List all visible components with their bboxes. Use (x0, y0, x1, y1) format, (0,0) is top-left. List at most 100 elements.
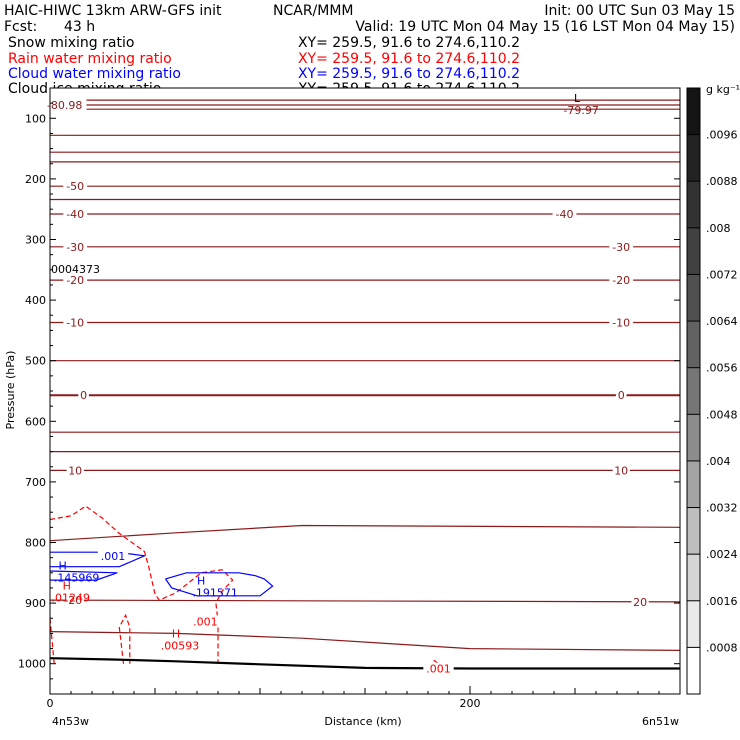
temperature-contour (49, 599, 681, 603)
temperature-contour-label-bg (615, 389, 627, 402)
temperature-contour-label-bg (552, 208, 577, 221)
rain-extremum-letter: H (63, 580, 71, 593)
cloud-extremum-value: .145969 (54, 572, 100, 585)
colorbar-label: .0056 (706, 362, 738, 375)
colorbar-label: .0088 (706, 175, 738, 188)
rain-water-contour (118, 613, 131, 664)
temperature-contour-label: 20 (633, 596, 647, 609)
temperature-contour-label-bg (63, 208, 88, 221)
plot-area: -80.98 -50 -40 -30 -20 -10 0 10 20 -40 -30 -20 -10 0 1… (18, 87, 681, 710)
colorbar-label: .0072 (706, 268, 738, 281)
rain-water-contour-label: .001 (426, 663, 451, 676)
field-rain-label: Rain water mixing ratio (8, 51, 172, 67)
colorbar-swatch (687, 554, 700, 601)
colorbar-swatch (687, 367, 700, 415)
temperature-contour-label: -30 (612, 241, 630, 254)
left-endpoint: 4n53w (52, 715, 89, 728)
y-tick-label: 900 (25, 597, 46, 610)
temperature-contour-label-bg (78, 389, 89, 402)
colorbar-unit: g kg⁻¹ (706, 83, 740, 96)
temperature-contour-label: -80.98 (47, 99, 82, 112)
extremum-letter: L (574, 92, 581, 105)
right-endpoint: 6n51w (642, 715, 679, 728)
temperature-contour-label-bg (63, 180, 88, 193)
colorbar-frame (686, 87, 701, 695)
temperature-contour-label: -20 (612, 274, 630, 287)
field-snow-label: Snow mixing ratio (8, 35, 134, 51)
rain-water-contour-label-bg (423, 662, 454, 675)
temperature-contour-label: 0 (80, 389, 87, 402)
temperature-contour-label: -10 (66, 317, 84, 330)
y-tick-label: 1000 (18, 658, 46, 671)
terrain-line (49, 657, 680, 670)
temperature-contour-label-bg (66, 464, 84, 477)
y-tick-label: 100 (25, 112, 46, 125)
cloud-extremum-letter: H (197, 575, 205, 588)
field-rain-xy: XY= 259.5, 91.6 to 274.6,110.2 (298, 51, 520, 67)
temperature-contour-label-bg (42, 98, 87, 111)
y-tick-label: 300 (25, 234, 46, 247)
temperature-contour-label-bg (612, 464, 630, 477)
colorbar-label: .0096 (706, 129, 738, 142)
y-axis-label: Pressure (hPa) (4, 351, 17, 430)
rain-extremum-letter: H (172, 627, 180, 640)
temperature-contour-label-bg (66, 594, 84, 607)
temperature-contour-label: -30 (66, 241, 84, 254)
colorbar-label: .0016 (706, 595, 738, 608)
temperature-contour-label-bg (609, 274, 634, 287)
colorbar-swatch (687, 647, 700, 694)
colorbar-swatch (687, 274, 700, 322)
temperature-contour-label-bg (63, 240, 88, 253)
temperature-contour-label-bg (609, 316, 634, 329)
x-axis: 0 200 (47, 686, 660, 710)
temperature-contour (49, 631, 681, 651)
temperature-contour-label: 0 (618, 389, 625, 402)
field-cloudwater-xy: XY= 259.5, 91.6 to 274.6,110.2 (298, 66, 520, 82)
colorbar: .0096 .0088 .008 .0072 .0064 .0056 .0048 .004 .0… (686, 87, 738, 695)
cloud-extremum-letter: H (58, 560, 66, 573)
field-snow-xy: XY= 259.5, 91.6 to 274.6,110.2 (298, 35, 520, 51)
colorbar-label: .0032 (706, 502, 738, 515)
x-tick-label: 0 (47, 697, 54, 710)
colorbar-swatch (687, 321, 700, 368)
cloud-water-contour (49, 570, 118, 581)
colorbar-label: .0024 (706, 548, 738, 561)
colorbar-swatch (687, 507, 700, 555)
y-tick-label: 600 (25, 415, 46, 428)
temperature-contour-label: 10 (614, 464, 628, 477)
forecast-hours: 43 h (64, 19, 95, 35)
temperature-contour-label-bg (63, 274, 88, 287)
colorbar-swatch (687, 134, 700, 182)
header: HAIC-HIWC 13km ARW-GFS init NCAR/MMM Ini… (4, 3, 735, 97)
temperature-contour (49, 524, 681, 542)
y-tick-label: 400 (25, 294, 46, 307)
x-axis-label: Distance (km) (324, 715, 401, 728)
terrain-profile (49, 657, 680, 670)
temperature-contour-label: -10 (612, 317, 630, 330)
temperature-contour-label: 20 (68, 594, 82, 607)
rain-water-contour-label-bg (190, 615, 221, 628)
cloud-water-contour-label-bg (97, 549, 129, 562)
colorbar-swatch (687, 227, 700, 275)
y-tick-label: 200 (25, 173, 46, 186)
colorbar-swatch (687, 414, 700, 461)
valid-time: Valid: 19 UTC Mon 04 May 15 (16 LST Mon … (355, 19, 735, 35)
colorbar-swatch (687, 88, 700, 135)
temperature-contour-label: 10 (68, 464, 82, 477)
temperature-contour-label: -40 (66, 208, 84, 221)
y-tick-label: 500 (25, 355, 46, 368)
colorbar-swatch (687, 600, 700, 648)
cloud-water-contour-label: .001 (101, 550, 126, 563)
temperature-contour-label-bg (609, 240, 634, 253)
temperature-contour-label-bg (63, 316, 88, 329)
temperature-contour-label: -50 (66, 180, 84, 193)
rain-water-contour (49, 505, 234, 664)
colorbar-label: .0064 (706, 315, 738, 328)
rain-extremum-value: .00593 (161, 639, 200, 652)
plot-background (50, 88, 680, 694)
temperature-contour-label: -20 (66, 274, 84, 287)
colorbar-label: .008 (706, 222, 731, 235)
contour-labels: -80.98 -50 -40 -30 -20 -10 0 10 20 -40 -30 -20 -10 0 1… (42, 92, 649, 676)
